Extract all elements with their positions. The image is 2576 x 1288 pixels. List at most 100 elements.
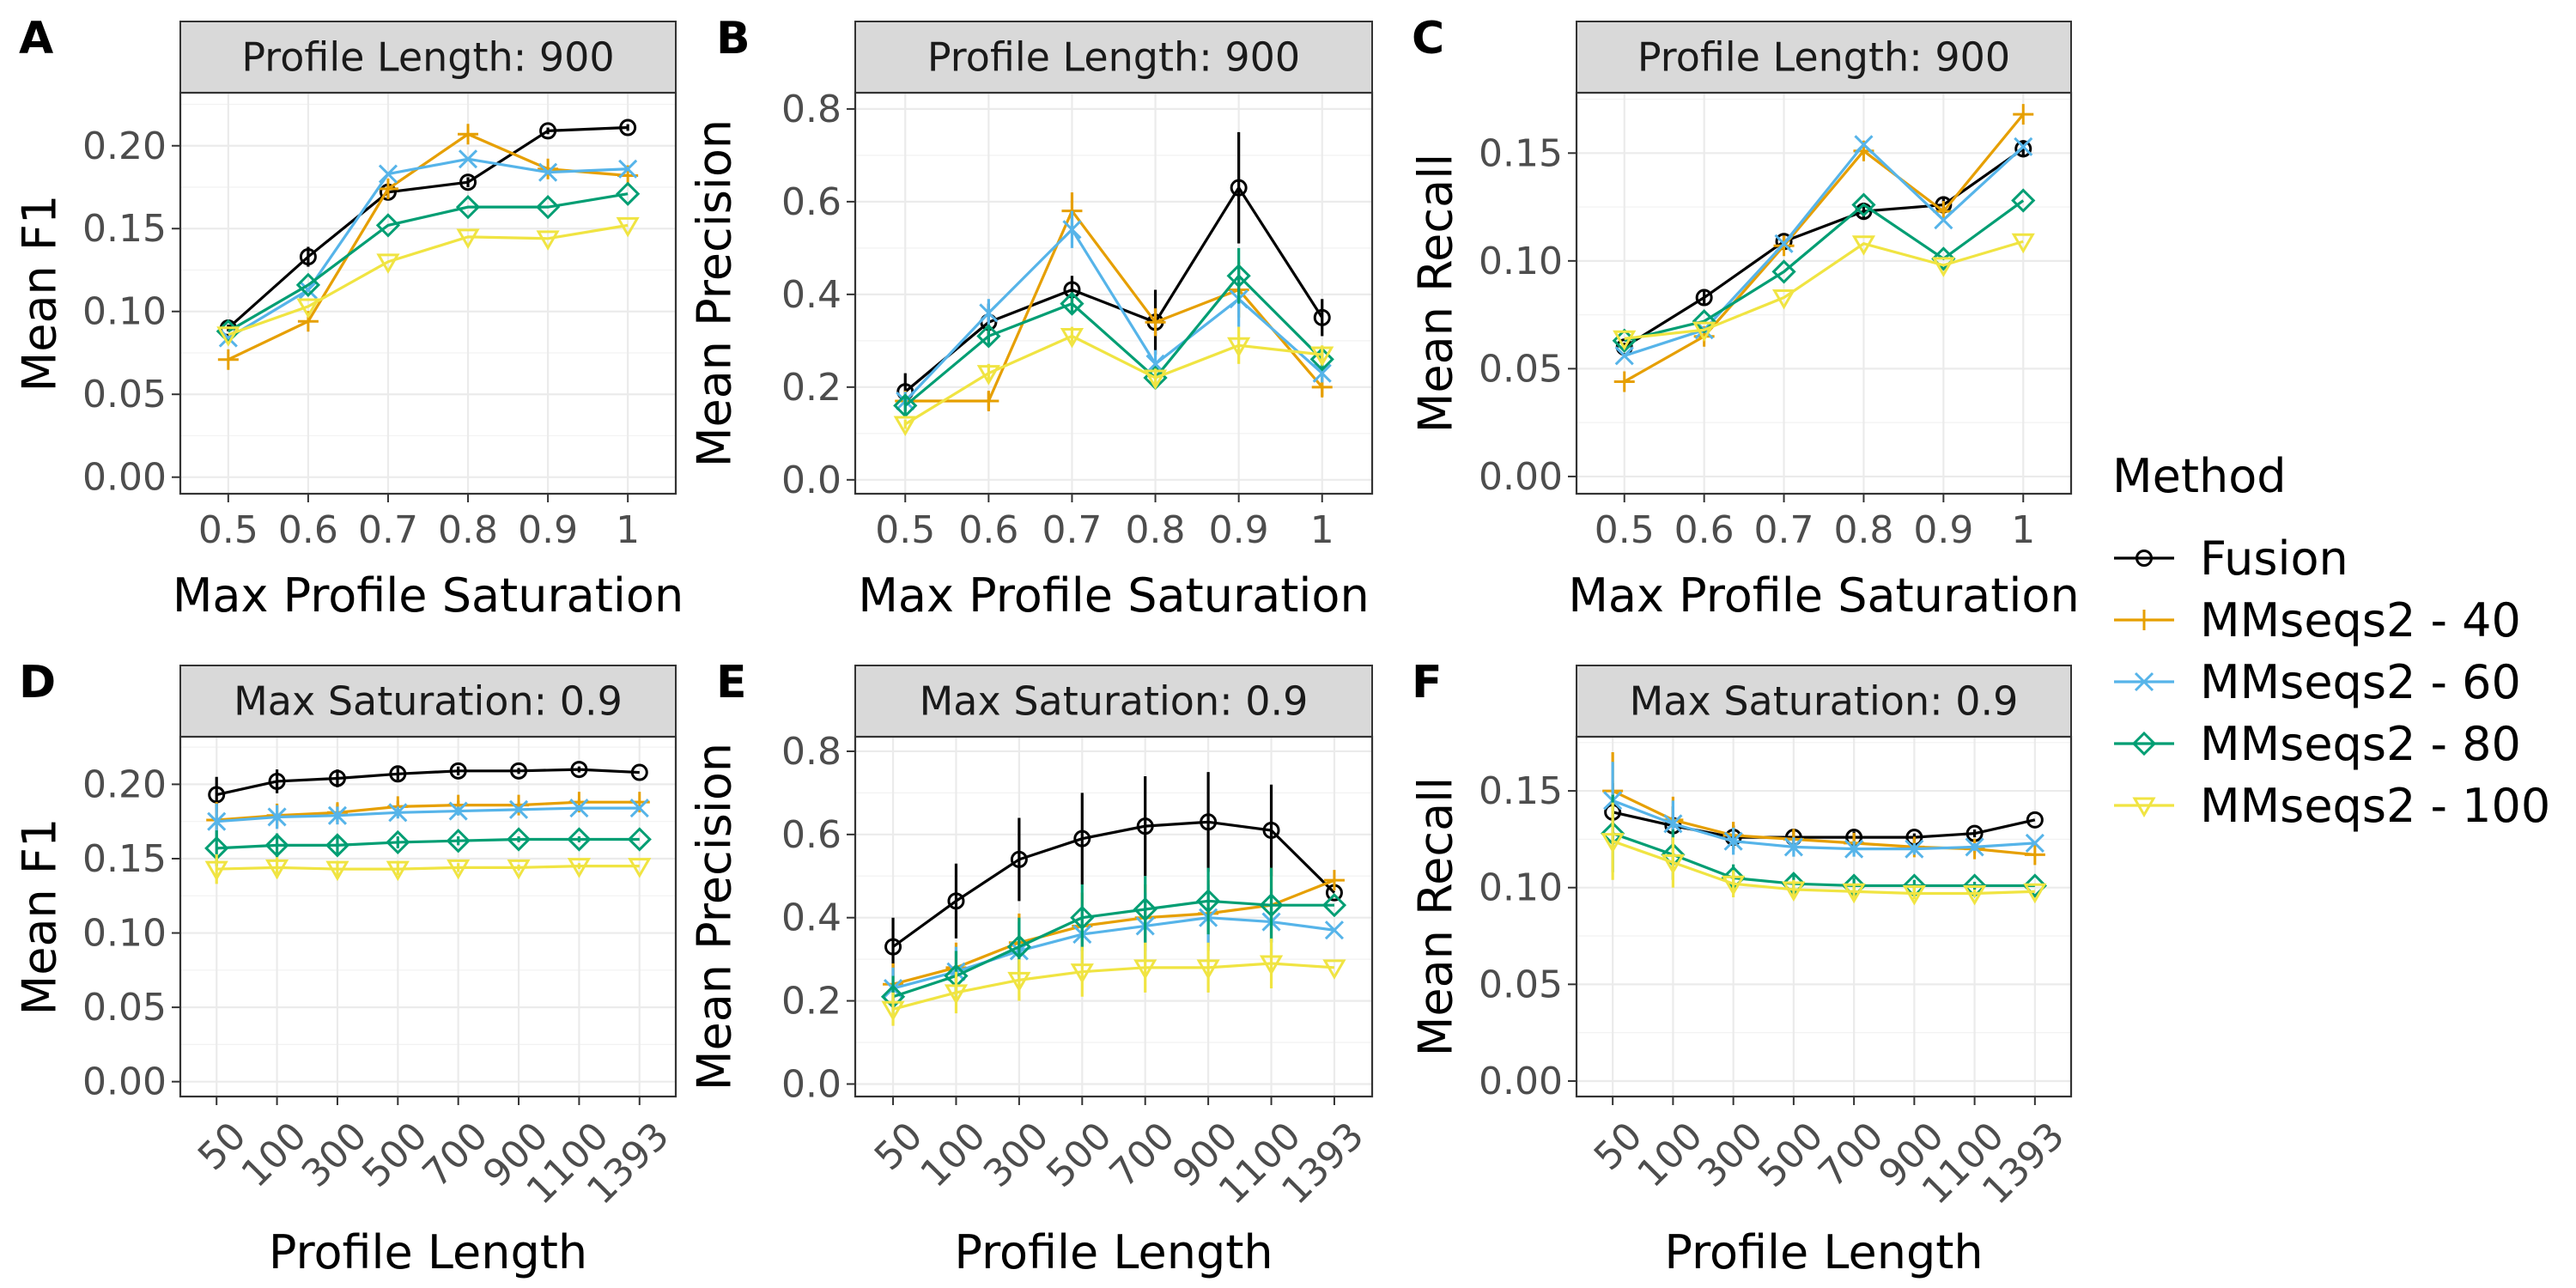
series-mmseqs2-100 — [893, 326, 1334, 437]
x-tick-label: 0.9 — [1209, 508, 1269, 552]
legend-label: MMseqs2 - 80 — [2200, 717, 2521, 771]
data-point — [216, 326, 240, 347]
data-point — [1692, 321, 1716, 343]
data-point — [1931, 246, 1956, 271]
data-point — [458, 149, 478, 169]
data-point — [1322, 959, 1346, 980]
y-tick-label: 0.10 — [1479, 240, 1563, 283]
data-point — [1196, 959, 1220, 980]
data-point — [455, 195, 481, 220]
facet-strip — [179, 665, 677, 738]
series-line — [892, 820, 1336, 948]
data-point — [377, 178, 398, 199]
y-tick-label: 0.15 — [82, 837, 167, 881]
data-point — [619, 118, 637, 137]
data-point — [2013, 104, 2034, 125]
data-point — [1844, 839, 1864, 859]
data-point — [1309, 347, 1334, 372]
data-point — [267, 807, 287, 827]
data-point — [208, 786, 226, 804]
y-tick-label: 0.6 — [781, 813, 841, 857]
x-axis-title: Profile Length — [954, 1225, 1273, 1279]
data-point — [448, 801, 468, 821]
x-tick-label: 0.7 — [358, 508, 418, 552]
data-point — [510, 762, 528, 780]
x-axis-title: Max Profile Saturation — [1568, 568, 2079, 623]
data-point — [539, 122, 557, 140]
data-point — [1851, 192, 1876, 217]
x-tick-label: 300 — [975, 1114, 1057, 1195]
y-tick-label: 0.05 — [1479, 963, 1563, 1006]
y-tick-label: 0.05 — [82, 373, 167, 416]
legend-key-marker — [2131, 731, 2157, 756]
y-axis-title: Mean Recall — [1409, 154, 1463, 433]
data-point — [295, 272, 321, 297]
x-tick-label: 0.5 — [198, 508, 258, 552]
data-point — [207, 811, 227, 831]
gridlines — [180, 737, 676, 1097]
series-mmseqs2-60 — [1614, 135, 2033, 366]
data-point — [1262, 821, 1280, 839]
y-axis-title: Mean F1 — [13, 195, 67, 392]
panel-border — [179, 91, 677, 495]
legend-key-marker — [2136, 550, 2153, 567]
series-mmseqs2-40 — [1613, 104, 2034, 392]
data-point — [388, 803, 408, 823]
panel-letter: E — [716, 657, 747, 708]
y-axis: 0.0 0.2 0.4 0.6 0.8 — [781, 88, 855, 502]
data-point — [1200, 813, 1218, 831]
series-mmseqs2-100 — [1601, 802, 2047, 906]
x-tick-label: 1 — [2011, 508, 2035, 552]
series-line — [905, 208, 1323, 403]
gridlines — [1577, 737, 2071, 1097]
data-point — [376, 253, 400, 274]
legend-key-marker — [2132, 797, 2156, 817]
data-point — [2024, 844, 2045, 866]
data-point — [628, 858, 652, 878]
facet-strip — [1576, 665, 2072, 738]
data-point — [298, 280, 318, 300]
data-point — [1695, 289, 1713, 307]
data-point — [627, 827, 652, 852]
data-point — [1010, 850, 1028, 868]
data-point — [1601, 833, 1625, 854]
series-line — [904, 334, 1322, 426]
data-point — [538, 158, 559, 179]
data-point — [1060, 327, 1084, 349]
y-tick-label: 0.4 — [781, 896, 841, 940]
x-tick-label: 0.8 — [1833, 508, 1893, 552]
x-tick-label: 1 — [1310, 508, 1334, 552]
series-mmseqs2-100 — [881, 938, 1346, 1026]
y-axis: 0.00 0.05 0.10 0.15 0.20 — [82, 125, 180, 500]
facet-strip-label: Max Saturation: 0.9 — [234, 678, 623, 725]
series-fusion — [896, 131, 1331, 410]
gridlines — [1577, 93, 2071, 494]
series-mmseqs2-80 — [204, 827, 652, 866]
data-point — [456, 228, 480, 249]
data-point — [1070, 905, 1095, 930]
data-point — [264, 833, 289, 858]
data-point — [1321, 893, 1347, 918]
x-tick-label: 0.5 — [1595, 508, 1655, 552]
data-point — [1313, 308, 1331, 326]
x-tick-label: 700 — [1102, 1114, 1183, 1195]
data-point — [1062, 220, 1082, 240]
panel-d: D Max Saturation: 0.9 0.00 0.05 0.10 0.15 0.20… — [13, 657, 678, 1279]
series-line — [216, 865, 640, 871]
data-point — [459, 173, 477, 191]
y-tick-label: 0.15 — [1479, 769, 1563, 813]
series-line — [216, 768, 640, 797]
panel-letter: D — [19, 657, 56, 708]
data-point — [449, 762, 467, 780]
data-point — [1905, 839, 1924, 859]
data-point — [2023, 883, 2047, 904]
data-point — [386, 829, 410, 855]
data-point — [2014, 137, 2033, 156]
data-point — [1324, 920, 1345, 940]
panel-e: E Max Saturation: 0.9 0.0 0.2 0.4 0.6 0.8 50100… — [688, 657, 1374, 1279]
y-tick-label: 0.10 — [1479, 866, 1563, 910]
series-fusion — [208, 761, 648, 813]
series-mmseqs2-40 — [217, 124, 639, 370]
data-point — [325, 860, 349, 882]
